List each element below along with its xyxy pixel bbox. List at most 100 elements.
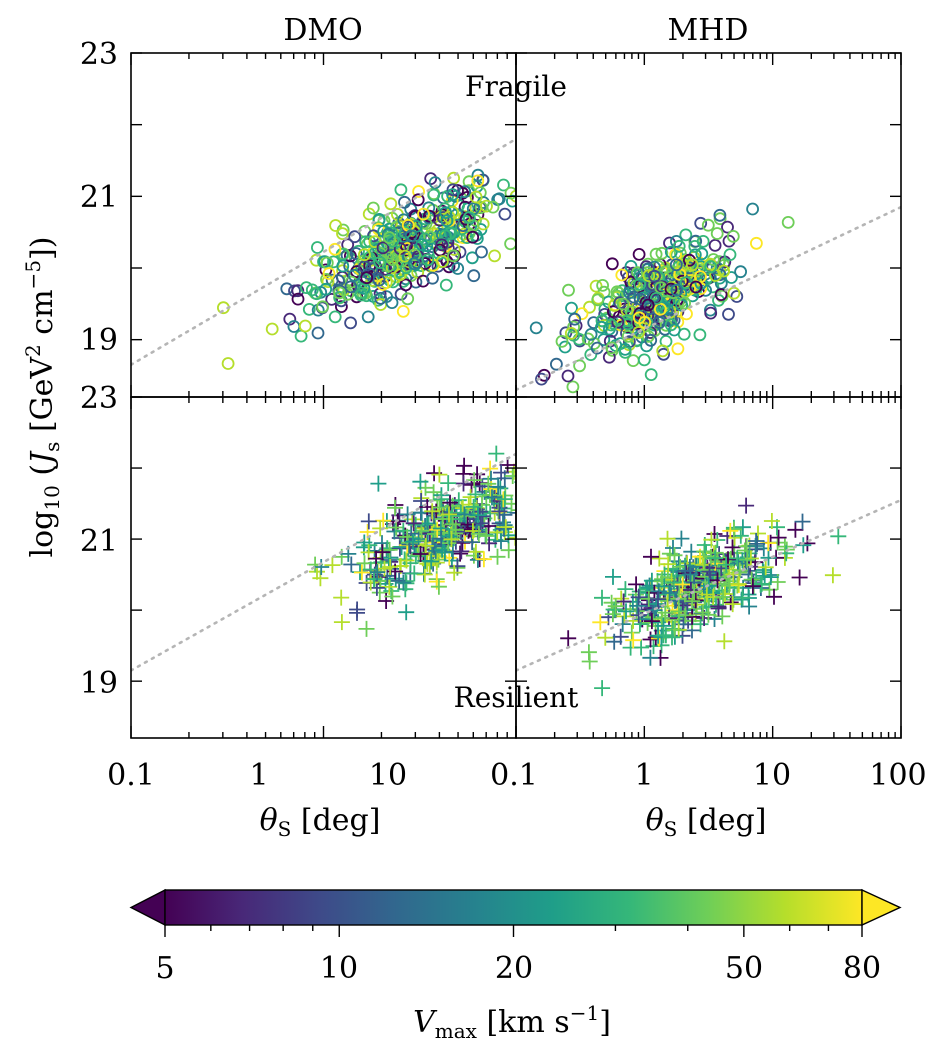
scatter-point [529,321,543,335]
scatter-point [732,527,749,544]
scatter-point [674,576,691,593]
scatter-point [391,572,408,589]
scatter-point [421,253,435,267]
scatter-point [440,535,457,552]
scatter-point [688,558,705,575]
scatter-point [630,589,647,606]
colorbar-ticks [164,925,863,937]
scatter-point [431,466,448,483]
scatter-point [725,521,742,538]
scatter-point [573,359,586,373]
scatter-point [291,284,305,298]
scatter-point [668,592,685,609]
scatter-point [562,283,575,297]
scatter-point [466,472,483,489]
scatter-point [625,632,642,649]
scatter-point [536,178,547,189]
scatter-point [366,201,380,215]
scatter-point [781,215,795,229]
scatter-point [616,297,630,311]
scatter-point [656,344,670,358]
scatter-point [753,575,770,592]
scatter-point [336,259,350,273]
scatter-point [787,521,804,538]
scatter-point [510,509,516,511]
scatter-point [708,596,724,613]
row-title-resilient: Resilient [454,681,579,714]
x-axis-sub-left: S [278,817,292,841]
scatter-point [722,307,735,321]
scatter-point [722,522,739,539]
scatter-point [724,539,741,556]
scatter-point [386,234,400,248]
scatter-point [265,322,279,336]
scatter-dmo-fragile [216,168,559,370]
scatter-point [374,291,388,305]
scatter-point [714,288,728,302]
scatter-point [430,578,447,595]
scatter-point [497,178,510,192]
scatter-point [643,613,660,630]
scatter-point [605,568,621,585]
scatter-point [504,468,516,484]
scatter-point [584,327,598,341]
scatter-point [411,193,425,207]
scatter-point [489,548,506,565]
scatter-point [372,212,386,226]
scatter-point [548,197,559,208]
scatter-point [667,323,681,337]
scatter-point [302,302,316,316]
scatter-point [707,550,724,567]
scatter-point [407,257,421,271]
scatter-point [661,585,678,601]
scatter-point [440,475,457,492]
colorbar-tick-label-20: 20 [495,951,533,986]
x-axis-unit-right: [deg] [677,803,766,838]
scatter-point [344,275,358,289]
scatter-point [671,342,685,356]
scatter-point [441,528,458,545]
scatter-point [488,249,502,263]
scatter-point [417,537,434,554]
scatter-point [444,516,461,533]
scatter-point [615,268,629,282]
scatter-point [575,307,589,321]
y-label-cm: cm [25,289,60,344]
scatter-point [344,280,358,294]
scatter-point [611,315,625,329]
scatter-point [311,326,325,340]
scatter-point [760,549,777,566]
scatter-point [486,200,500,214]
x-axis-theta-right: θ [646,803,664,838]
scatter-point [491,503,508,520]
scatter-point [497,519,514,536]
y-tick-label-21-bottom: 21 [80,524,118,559]
scatter-point [344,316,358,330]
colorbar-label: Vmax [km s−1] [413,1001,611,1043]
scatter-point [382,559,399,575]
column-title-mhd: MHD [668,13,749,48]
scatter-point [713,268,727,282]
scatter-point [594,680,611,697]
scatter-point [453,543,470,560]
y-label-sup5: −5 [21,260,45,289]
scatter-point [419,555,436,572]
scatter-point [724,596,741,613]
fit-line-dmo-resilient [131,452,516,672]
scatter-point [470,507,486,524]
panel-mhd-resilient [515,396,902,739]
scatter-point [703,531,720,548]
scatter-point [360,513,377,530]
scatter-point [727,286,741,300]
scatter-point [791,569,808,586]
scatter-point [642,649,659,666]
scatter-point [694,604,711,621]
colorbar-label-sup: −1 [570,1001,599,1025]
scatter-point [623,624,640,641]
colorbar: 5 10 20 50 80 Vmax [km s−1] [129,888,902,1043]
scatter-point [520,480,536,496]
scatter-point [605,257,619,271]
scatter-point [725,271,738,284]
scatter-point [375,512,392,529]
